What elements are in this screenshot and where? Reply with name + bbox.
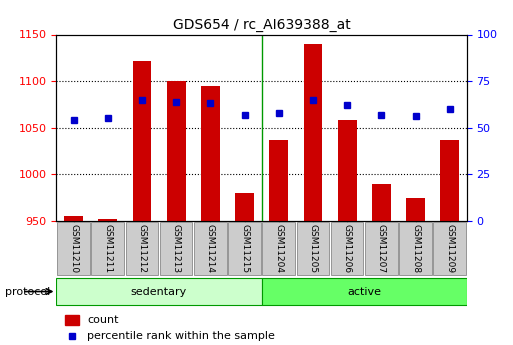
FancyBboxPatch shape xyxy=(160,222,192,275)
Bar xyxy=(98,219,117,221)
Bar xyxy=(64,216,83,221)
Text: GSM11206: GSM11206 xyxy=(343,224,351,273)
Text: active: active xyxy=(347,287,381,296)
Title: GDS654 / rc_AI639388_at: GDS654 / rc_AI639388_at xyxy=(173,18,350,32)
FancyBboxPatch shape xyxy=(262,277,467,306)
FancyBboxPatch shape xyxy=(91,222,124,275)
Text: GSM11205: GSM11205 xyxy=(308,224,318,273)
FancyBboxPatch shape xyxy=(228,222,261,275)
FancyBboxPatch shape xyxy=(56,277,262,306)
FancyBboxPatch shape xyxy=(399,222,432,275)
Text: GSM11209: GSM11209 xyxy=(445,224,454,273)
Bar xyxy=(235,193,254,221)
Bar xyxy=(406,198,425,221)
Bar xyxy=(440,140,459,221)
Bar xyxy=(269,140,288,221)
Text: GSM11215: GSM11215 xyxy=(240,224,249,273)
Text: GSM11210: GSM11210 xyxy=(69,224,78,273)
Text: GSM11211: GSM11211 xyxy=(103,224,112,273)
FancyBboxPatch shape xyxy=(194,222,227,275)
Text: percentile rank within the sample: percentile rank within the sample xyxy=(87,332,275,341)
Text: GSM11212: GSM11212 xyxy=(137,224,146,273)
Text: count: count xyxy=(87,315,119,325)
Bar xyxy=(65,315,79,325)
Bar xyxy=(167,81,186,221)
Bar xyxy=(338,120,357,221)
FancyBboxPatch shape xyxy=(57,222,90,275)
Text: GSM11213: GSM11213 xyxy=(172,224,181,273)
FancyBboxPatch shape xyxy=(331,222,363,275)
Text: GSM11208: GSM11208 xyxy=(411,224,420,273)
FancyBboxPatch shape xyxy=(433,222,466,275)
Text: GSM11214: GSM11214 xyxy=(206,224,215,273)
Bar xyxy=(304,44,322,221)
Bar xyxy=(372,184,391,221)
Bar xyxy=(132,61,151,221)
FancyBboxPatch shape xyxy=(365,222,398,275)
Bar xyxy=(201,86,220,221)
Text: GSM11204: GSM11204 xyxy=(274,224,283,273)
Text: sedentary: sedentary xyxy=(131,287,187,296)
FancyBboxPatch shape xyxy=(126,222,158,275)
FancyBboxPatch shape xyxy=(297,222,329,275)
Text: GSM11207: GSM11207 xyxy=(377,224,386,273)
FancyBboxPatch shape xyxy=(263,222,295,275)
Text: protocol: protocol xyxy=(5,287,50,296)
